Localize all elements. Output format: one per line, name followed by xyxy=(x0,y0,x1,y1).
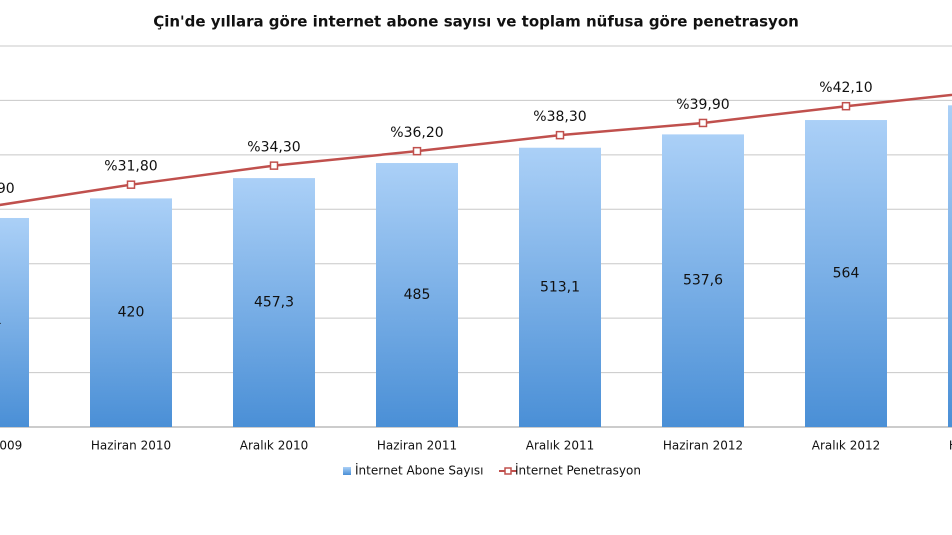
bar-value-label: 420 xyxy=(118,305,145,321)
line-value-label: %36,20 xyxy=(390,125,443,141)
line-value-label: %39,90 xyxy=(676,97,729,113)
bar-value-label: 513,1 xyxy=(540,279,580,295)
line-marker xyxy=(126,180,136,189)
line-value-label: %42,10 xyxy=(819,80,872,96)
legend-label: İnternet Penetrasyon xyxy=(515,463,641,478)
bar xyxy=(662,134,744,427)
bar xyxy=(233,178,315,427)
bar xyxy=(376,163,458,427)
line-marker xyxy=(412,146,422,156)
bar-value-label: 485 xyxy=(404,287,431,303)
legend-label: İnternet Abone Sayısı xyxy=(355,463,483,478)
x-tick-label: Aralık 2010 xyxy=(240,439,308,453)
bar-value-label: 537,6 xyxy=(683,273,723,289)
bar xyxy=(90,198,172,427)
bar-value-label: 384 xyxy=(0,314,1,330)
line-marker xyxy=(269,161,279,170)
bar-value-label: 457,3 xyxy=(254,295,294,311)
line-marker xyxy=(698,118,708,128)
x-tick-label: Aralık 2012 xyxy=(812,439,880,453)
line-value-label: %31,80 xyxy=(104,159,157,175)
x-tick-label: Haziran 2013 xyxy=(949,439,952,453)
x-tick-label: Haziran 2010 xyxy=(91,439,171,453)
legend-swatch xyxy=(504,467,512,475)
line-marker xyxy=(841,101,851,111)
line-value-label: %28,90 xyxy=(0,181,15,197)
bar xyxy=(948,105,952,427)
x-tick-label: Haziran 2011 xyxy=(377,439,457,453)
line xyxy=(0,93,952,207)
line-value-label: %34,30 xyxy=(247,140,300,156)
bar xyxy=(519,147,601,428)
bar xyxy=(0,217,29,427)
line-value-label: %38,30 xyxy=(533,109,586,125)
chart-title: Çin'de yıllara göre internet abone sayıs… xyxy=(153,13,799,31)
x-tick-label: Haziran 2012 xyxy=(663,439,743,453)
bar-value-label: 564 xyxy=(833,266,860,282)
line-marker xyxy=(555,130,565,140)
bar xyxy=(805,120,887,427)
x-tick-label: Aralık 2011 xyxy=(526,439,594,453)
x-tick-label: Aralık 2009 xyxy=(0,439,22,453)
legend-swatch xyxy=(343,467,351,475)
